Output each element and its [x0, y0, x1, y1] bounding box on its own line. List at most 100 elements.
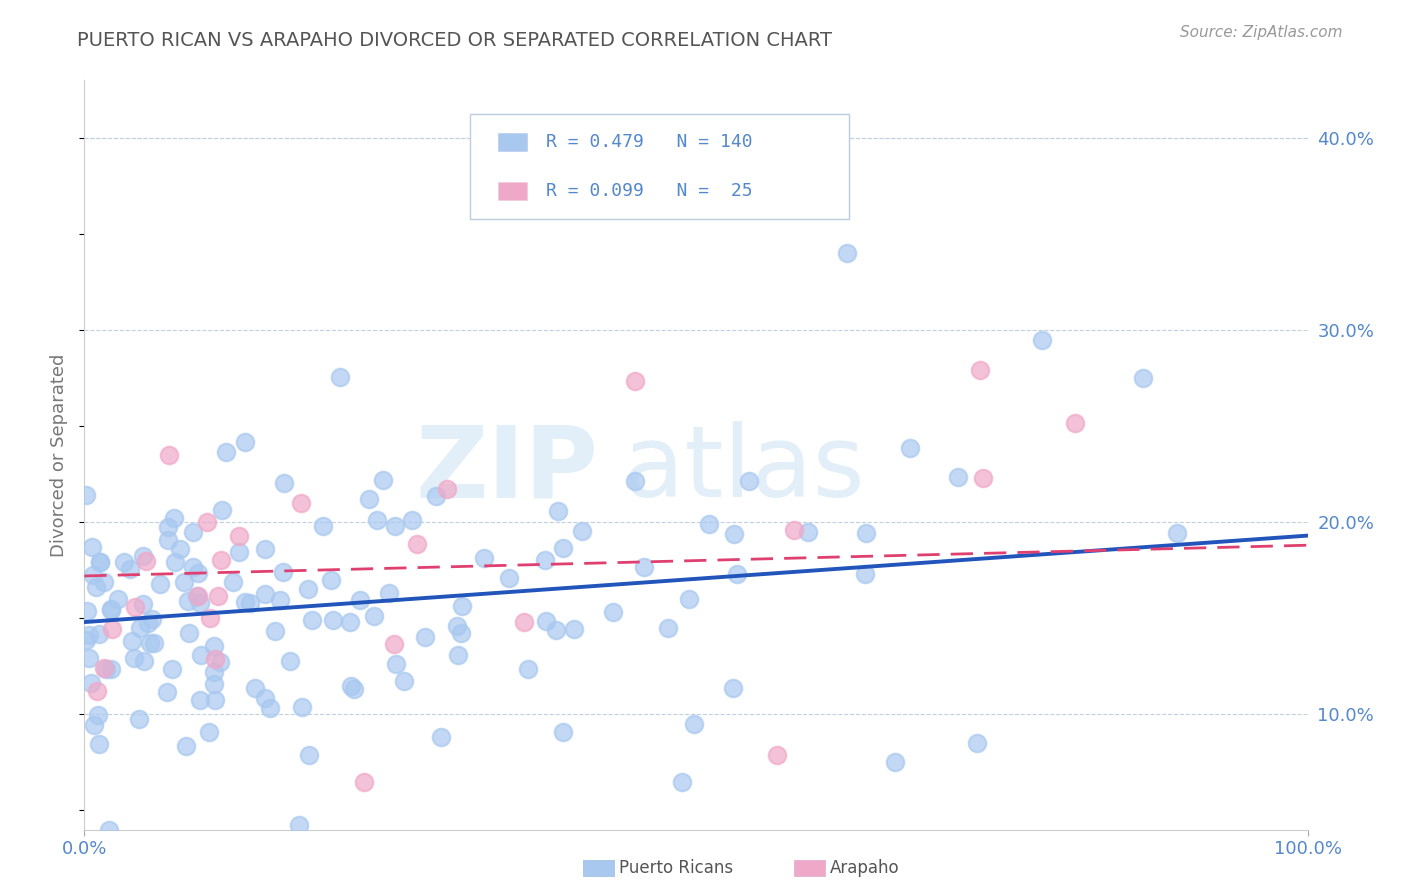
- Point: [624, 374, 647, 388]
- Point: [197, 725, 219, 739]
- Point: [228, 545, 250, 559]
- Point: [721, 681, 744, 695]
- Point: [202, 639, 225, 653]
- Point: [319, 573, 342, 587]
- Point: [657, 621, 679, 635]
- Point: [264, 624, 287, 638]
- Point: [94, 662, 117, 676]
- Point: [141, 612, 163, 626]
- Point: [215, 445, 238, 459]
- Point: [200, 611, 222, 625]
- Point: [132, 654, 155, 668]
- Point: [969, 363, 991, 377]
- Point: [425, 489, 447, 503]
- Point: [132, 549, 155, 564]
- Text: Source: ZipAtlas.com: Source: ZipAtlas.com: [1180, 25, 1343, 40]
- Point: [1063, 416, 1085, 430]
- Point: [139, 636, 162, 650]
- Point: [160, 662, 183, 676]
- Point: [100, 602, 122, 616]
- Point: [392, 674, 415, 689]
- Point: [765, 747, 787, 762]
- Point: [385, 657, 408, 671]
- Point: [855, 526, 877, 541]
- Point: [245, 681, 267, 695]
- Point: [75, 488, 97, 502]
- Point: [169, 542, 191, 557]
- Point: [238, 596, 260, 610]
- Point: [1166, 525, 1188, 540]
- FancyBboxPatch shape: [470, 114, 849, 219]
- Point: [188, 596, 211, 610]
- Point: [112, 555, 135, 569]
- Point: [946, 470, 969, 484]
- Text: R = 0.099   N =  25: R = 0.099 N = 25: [546, 182, 752, 200]
- Point: [135, 553, 157, 567]
- Point: [357, 492, 380, 507]
- Point: [208, 655, 231, 669]
- Point: [124, 599, 146, 614]
- Point: [429, 730, 451, 744]
- Point: [204, 652, 226, 666]
- Point: [366, 513, 388, 527]
- Point: [415, 631, 437, 645]
- Point: [446, 618, 468, 632]
- Point: [254, 587, 277, 601]
- Point: [517, 662, 540, 676]
- Text: PUERTO RICAN VS ARAPAHO DIVORCED OR SEPARATED CORRELATION CHART: PUERTO RICAN VS ARAPAHO DIVORCED OR SEPA…: [77, 31, 832, 50]
- Point: [187, 566, 209, 581]
- Point: [204, 693, 226, 707]
- Point: [340, 679, 363, 693]
- Point: [157, 533, 180, 548]
- Point: [1132, 371, 1154, 385]
- Point: [202, 677, 225, 691]
- Point: [623, 475, 645, 489]
- Point: [89, 555, 111, 569]
- Point: [233, 595, 256, 609]
- Point: [156, 520, 179, 534]
- Point: [298, 748, 321, 763]
- Point: [633, 560, 655, 574]
- Point: [233, 435, 256, 450]
- Point: [181, 559, 204, 574]
- Point: [107, 592, 129, 607]
- Point: [83, 717, 105, 731]
- Point: [253, 541, 276, 556]
- Text: Puerto Ricans: Puerto Ricans: [619, 859, 733, 877]
- Point: [450, 599, 472, 613]
- Point: [82, 568, 104, 582]
- Text: R = 0.479   N = 140: R = 0.479 N = 140: [546, 134, 752, 152]
- Text: atlas: atlas: [623, 421, 865, 518]
- Point: [86, 683, 108, 698]
- Point: [80, 676, 103, 690]
- Point: [371, 473, 394, 487]
- Point: [382, 637, 405, 651]
- Point: [291, 700, 314, 714]
- Point: [783, 523, 806, 537]
- Point: [301, 613, 323, 627]
- Point: [271, 565, 294, 579]
- Point: [179, 626, 201, 640]
- Point: [683, 717, 706, 731]
- Point: [436, 482, 458, 496]
- Point: [363, 608, 385, 623]
- Point: [450, 625, 472, 640]
- Point: [534, 553, 557, 567]
- Point: [671, 774, 693, 789]
- Point: [149, 577, 172, 591]
- Point: [536, 614, 558, 628]
- Bar: [498, 134, 527, 152]
- Point: [349, 593, 371, 607]
- Point: [202, 665, 225, 680]
- Point: [884, 756, 907, 770]
- Point: [498, 571, 520, 585]
- Point: [183, 525, 205, 540]
- Point: [544, 624, 567, 638]
- Point: [173, 575, 195, 590]
- Point: [322, 614, 344, 628]
- Point: [553, 541, 575, 555]
- Point: [138, 616, 160, 631]
- Point: [100, 662, 122, 676]
- Point: [513, 615, 536, 629]
- Point: [195, 515, 218, 529]
